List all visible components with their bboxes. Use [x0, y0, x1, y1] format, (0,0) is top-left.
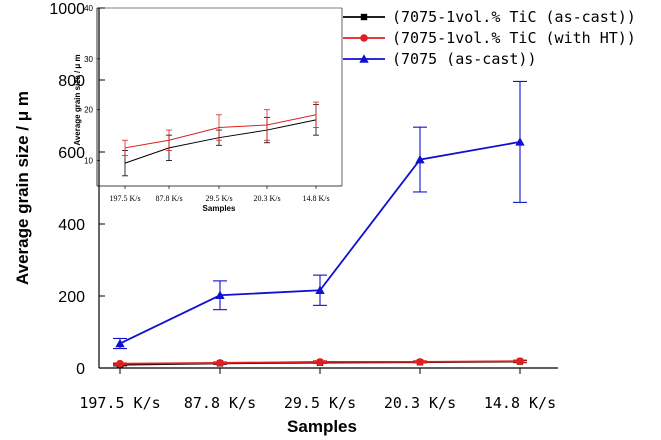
main-data-point	[215, 290, 225, 300]
inset-x-tick-label: 197.5 K/s	[109, 194, 140, 203]
legend-entry-1: (7075-1vol.% TiC (with HT))	[343, 29, 636, 47]
legend-marker	[360, 34, 368, 42]
main-series-line	[119, 141, 521, 345]
main-y-tick-label: 400	[58, 217, 85, 234]
inset-x-tick-label: 20.3 K/s	[253, 194, 280, 203]
main-series-2	[113, 80, 527, 350]
inset-series-1	[122, 101, 319, 156]
legend-label: (7075-1vol.% TiC (as-cast))	[392, 8, 636, 26]
main-x-tick-label: 87.8 K/s	[184, 394, 256, 412]
main-x-axis-title: Samples	[287, 417, 357, 436]
legend-marker	[360, 13, 368, 21]
main-data-point	[316, 358, 324, 366]
legend-entry-2: (7075 (as-cast))	[343, 50, 537, 68]
inset-x-axis-title: Samples	[203, 204, 236, 213]
main-data-point	[216, 359, 224, 367]
inset-y-tick-label: 40	[84, 4, 93, 13]
main-data-point	[515, 137, 525, 146]
inset-y-axis-title: Average grain size / μ m	[73, 54, 82, 145]
main-series-1	[113, 357, 527, 368]
main-data-point	[315, 285, 325, 294]
inset-x-tick-label: 29.5 K/s	[205, 194, 232, 203]
inset-y-tick-label: 10	[84, 157, 93, 166]
legend-entry-0: (7075-1vol.% TiC (as-cast))	[343, 8, 636, 26]
main-x-tick-label: 197.5 K/s	[79, 394, 160, 412]
inset-series-line	[124, 119, 317, 164]
inset-y-tick-label: 30	[84, 55, 93, 64]
legend-label: (7075 (as-cast))	[392, 50, 537, 68]
main-y-tick-label: 1000	[49, 1, 85, 18]
main-y-axis-title: Average grain size / μ m	[13, 91, 32, 285]
main-x-tick-label: 29.5 K/s	[284, 394, 356, 412]
inset-x-tick-label: 87.8 K/s	[155, 194, 182, 203]
main-x-tick-label: 14.8 K/s	[484, 394, 556, 412]
inset-x-tick-label: 14.8 K/s	[302, 194, 329, 203]
main-y-tick-label: 800	[58, 73, 85, 90]
legend-label: (7075-1vol.% TiC (with HT))	[392, 29, 636, 47]
main-data-point	[116, 359, 124, 368]
inset-y-tick-label: 20	[84, 106, 93, 115]
inset-series-line	[124, 114, 317, 149]
main-data-point	[115, 338, 125, 348]
main-y-tick-label: 0	[76, 361, 85, 378]
main-data-point	[416, 358, 424, 366]
main-x-tick-label: 20.3 K/s	[384, 394, 456, 412]
main-y-tick-label: 600	[58, 145, 85, 162]
main-data-point	[415, 154, 425, 164]
main-y-tick-label: 200	[58, 289, 85, 306]
legend-marker	[359, 54, 369, 63]
main-data-point	[516, 357, 524, 365]
